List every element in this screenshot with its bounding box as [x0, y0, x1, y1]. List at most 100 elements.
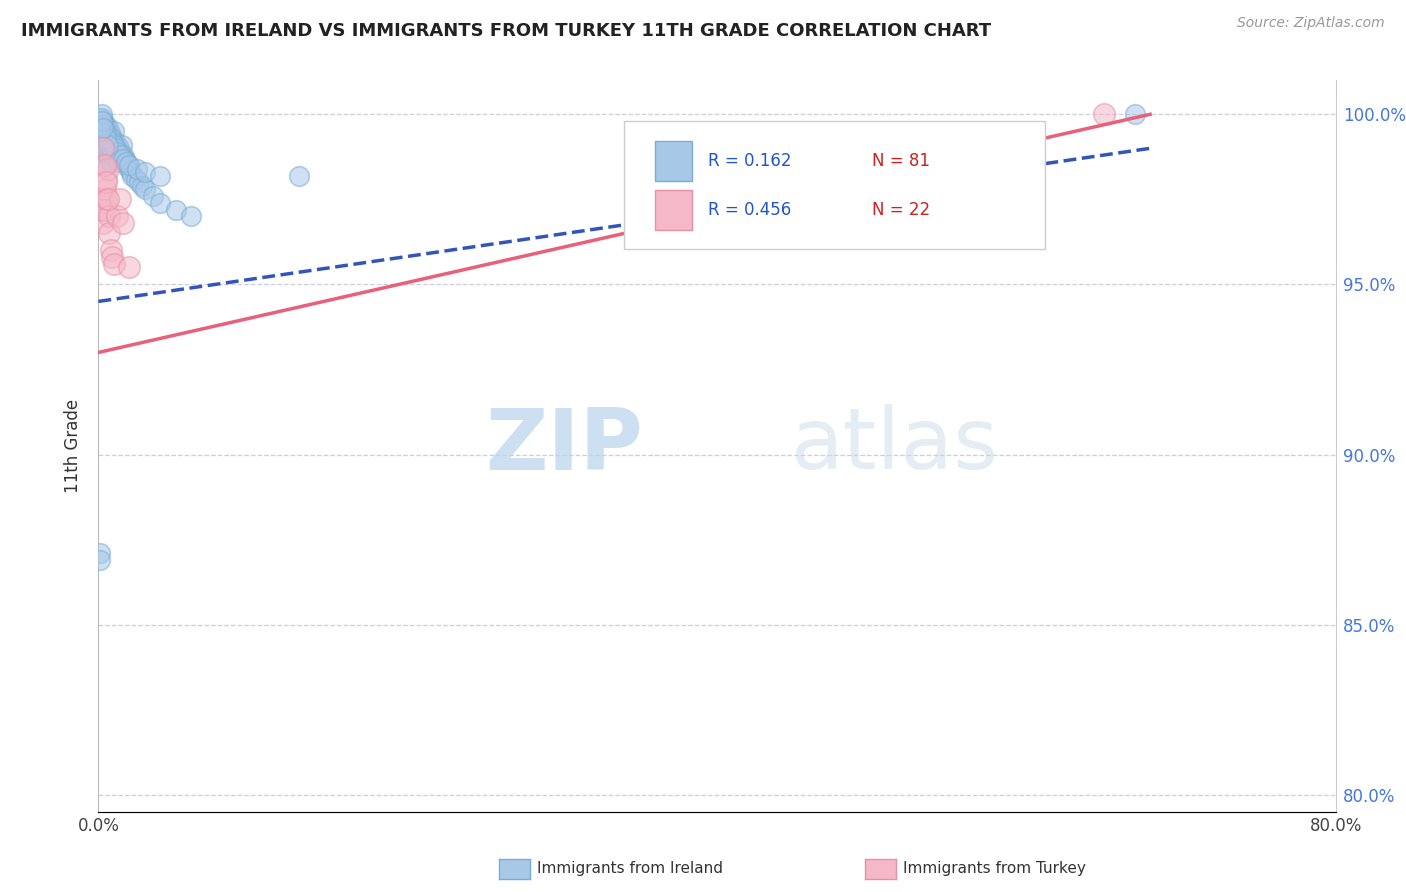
Text: N = 22: N = 22 [872, 202, 929, 219]
Point [90, 114, 112, 128]
Point [91, 120, 114, 135]
Point [108, 145, 131, 159]
Point [134, 165, 156, 179]
Text: Immigrants from Turkey: Immigrants from Turkey [903, 862, 1085, 876]
Point [101, 131, 124, 145]
Point [124, 172, 146, 186]
Point [97, 120, 120, 135]
Point [100, 155, 122, 169]
Text: Immigrants from Ireland: Immigrants from Ireland [537, 862, 723, 876]
Point [93, 182, 115, 196]
Point [93, 137, 115, 152]
Point [97, 148, 120, 162]
Point [103, 137, 125, 152]
Point [96, 128, 118, 142]
Point [96, 118, 118, 132]
Point [103, 257, 125, 271]
Point [98, 137, 121, 152]
Point [134, 182, 156, 196]
Point [103, 137, 125, 152]
Point [104, 135, 127, 149]
Point [89, 124, 111, 138]
Point [96, 158, 118, 172]
Point [101, 250, 124, 264]
Point [121, 169, 143, 183]
FancyBboxPatch shape [624, 120, 1045, 249]
Point [89, 546, 111, 560]
Y-axis label: 11th Grade: 11th Grade [65, 399, 83, 493]
Point [96, 141, 118, 155]
Text: atlas: atlas [792, 404, 1000, 488]
Point [1092, 107, 1115, 121]
Text: IMMIGRANTS FROM IRELAND VS IMMIGRANTS FROM TURKEY 11TH GRADE CORRELATION CHART: IMMIGRANTS FROM IRELAND VS IMMIGRANTS FR… [21, 22, 991, 40]
Point [91, 216, 114, 230]
Point [97, 131, 120, 145]
Point [120, 165, 142, 179]
Point [128, 175, 150, 189]
Point [117, 158, 139, 172]
Text: ZIP: ZIP [485, 404, 643, 488]
Point [91, 192, 114, 206]
Point [149, 195, 172, 210]
Point [1123, 107, 1146, 121]
Point [105, 210, 128, 224]
Point [96, 175, 118, 189]
Text: R = 0.162: R = 0.162 [709, 153, 792, 170]
FancyBboxPatch shape [655, 190, 692, 230]
Point [104, 148, 127, 162]
Point [100, 131, 122, 145]
Point [97, 135, 120, 149]
Point [115, 155, 138, 169]
Point [97, 137, 120, 152]
Point [100, 244, 122, 258]
Point [96, 192, 118, 206]
Point [89, 553, 111, 567]
Point [90, 141, 112, 155]
Point [89, 111, 111, 125]
Point [101, 145, 124, 159]
Point [90, 202, 112, 217]
Point [149, 169, 172, 183]
Point [103, 152, 125, 166]
Point [91, 120, 114, 135]
Point [104, 141, 127, 155]
Point [103, 124, 125, 138]
Point [98, 210, 121, 224]
Point [96, 128, 118, 142]
Point [288, 169, 311, 183]
Point [142, 189, 165, 203]
Point [93, 152, 115, 166]
Point [107, 141, 129, 155]
Point [97, 161, 120, 176]
Point [96, 131, 118, 145]
Point [105, 145, 128, 159]
Text: Source: ZipAtlas.com: Source: ZipAtlas.com [1237, 16, 1385, 30]
Point [91, 141, 114, 155]
Point [93, 124, 115, 138]
Point [112, 152, 135, 166]
Point [111, 152, 134, 166]
Point [111, 137, 134, 152]
Point [93, 202, 115, 217]
Point [90, 114, 112, 128]
Point [118, 158, 141, 172]
Point [98, 152, 121, 166]
Point [91, 118, 114, 132]
Text: N = 81: N = 81 [872, 153, 929, 170]
Point [101, 135, 124, 149]
Point [105, 152, 128, 166]
FancyBboxPatch shape [655, 141, 692, 181]
Point [131, 178, 153, 193]
Point [108, 192, 131, 206]
Point [180, 210, 202, 224]
Point [112, 148, 135, 162]
Point [100, 141, 122, 155]
Point [90, 107, 112, 121]
Point [93, 120, 115, 135]
Point [93, 124, 115, 138]
Point [118, 161, 141, 176]
Point [98, 135, 121, 149]
Point [107, 155, 129, 169]
Point [115, 155, 138, 169]
Point [165, 202, 187, 217]
